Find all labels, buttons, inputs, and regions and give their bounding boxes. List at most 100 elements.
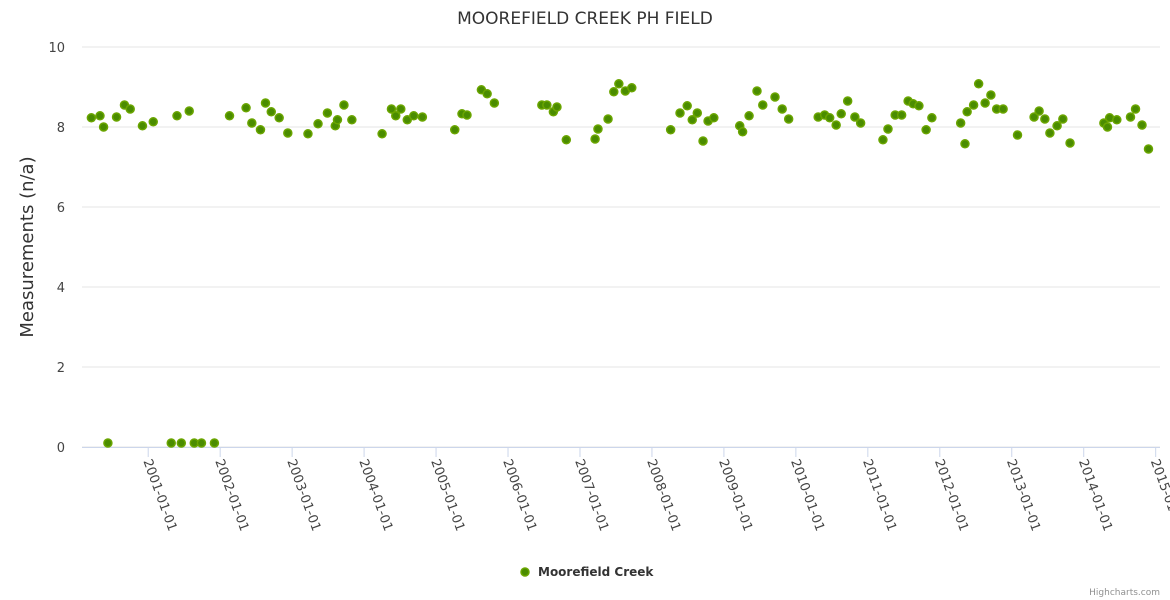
data-point[interactable] [313, 119, 323, 129]
data-point[interactable] [665, 125, 676, 135]
data-point[interactable] [752, 86, 762, 96]
data-point[interactable] [184, 106, 194, 116]
data-point[interactable] [758, 100, 768, 110]
data-point[interactable] [332, 115, 343, 125]
data-point[interactable] [255, 125, 266, 135]
data-point[interactable] [172, 111, 182, 121]
data-point[interactable] [896, 110, 907, 120]
data-point[interactable] [960, 139, 970, 149]
data-point[interactable] [95, 111, 105, 121]
data-point[interactable] [675, 108, 685, 118]
data-point[interactable] [698, 136, 708, 146]
data-point[interactable] [824, 113, 835, 123]
data-point[interactable] [627, 83, 637, 93]
data-point[interactable] [561, 135, 572, 145]
data-point[interactable] [1102, 122, 1113, 132]
data-point[interactable] [396, 104, 406, 114]
data-point[interactable] [224, 111, 235, 121]
data-point[interactable] [687, 115, 697, 125]
data-point[interactable] [968, 100, 979, 110]
data-point[interactable] [322, 108, 333, 118]
credits-link[interactable]: Highcharts.com [1089, 588, 1160, 598]
data-point[interactable] [462, 110, 472, 120]
data-point[interactable] [1137, 120, 1147, 130]
data-point[interactable] [770, 92, 780, 102]
data-point[interactable] [1040, 114, 1050, 124]
data-point[interactable] [998, 104, 1008, 114]
data-point[interactable] [1130, 104, 1141, 114]
legend-item[interactable]: Moorefield Creek [520, 565, 654, 579]
data-point[interactable] [339, 100, 349, 110]
data-point[interactable] [914, 101, 924, 111]
data-point[interactable] [850, 112, 860, 122]
data-point[interactable] [303, 129, 313, 139]
data-point[interactable] [377, 129, 387, 139]
data-point[interactable] [614, 79, 624, 89]
data-point[interactable] [111, 112, 122, 122]
data-point[interactable] [1034, 106, 1044, 116]
data-point[interactable] [1052, 121, 1062, 131]
data-point[interactable] [391, 111, 401, 121]
data-point[interactable] [878, 135, 888, 145]
data-point[interactable] [98, 122, 109, 132]
data-point[interactable] [1125, 112, 1136, 122]
data-point[interactable] [482, 89, 492, 99]
data-point[interactable] [266, 107, 277, 117]
data-point[interactable] [166, 438, 176, 448]
data-point[interactable] [209, 438, 220, 448]
data-point[interactable] [692, 108, 703, 118]
data-point[interactable] [489, 98, 500, 108]
data-point[interactable] [260, 98, 271, 108]
data-point[interactable] [274, 113, 284, 123]
data-point[interactable] [408, 111, 419, 121]
data-point[interactable] [1029, 112, 1039, 122]
data-point[interactable] [417, 112, 428, 122]
data-point[interactable] [590, 134, 600, 144]
data-point[interactable] [86, 113, 97, 123]
data-point[interactable] [247, 118, 257, 128]
data-point[interactable] [921, 125, 931, 135]
data-point[interactable] [973, 79, 984, 89]
data-point[interactable] [283, 128, 293, 138]
data-point[interactable] [1045, 128, 1055, 138]
data-point[interactable] [1065, 138, 1075, 148]
legend-label: Moorefield Creek [538, 565, 654, 579]
data-point[interactable] [552, 102, 562, 112]
data-point[interactable] [682, 101, 692, 111]
data-point[interactable] [783, 114, 794, 124]
data-point[interactable] [980, 98, 990, 108]
data-point[interactable] [1143, 144, 1154, 154]
data-point[interactable] [593, 124, 603, 134]
data-point[interactable] [737, 127, 748, 137]
data-point[interactable] [450, 125, 460, 135]
data-point[interactable] [836, 109, 846, 119]
data-point[interactable] [1012, 130, 1023, 140]
data-point[interactable] [603, 114, 613, 124]
data-point[interactable] [176, 438, 187, 448]
data-point[interactable] [842, 96, 853, 106]
data-point[interactable] [777, 104, 787, 114]
data-point[interactable] [1112, 115, 1122, 125]
data-point[interactable] [241, 103, 251, 113]
data-point[interactable] [386, 104, 397, 114]
data-point[interactable] [883, 124, 893, 134]
data-point[interactable] [831, 120, 841, 130]
data-point[interactable] [196, 438, 207, 448]
data-point[interactable] [986, 90, 996, 100]
x-tick-label: 2011-01-01 [859, 457, 899, 533]
data-point[interactable] [137, 121, 148, 131]
data-point[interactable] [955, 118, 966, 128]
data-point[interactable] [744, 111, 754, 121]
data-point[interactable] [962, 107, 972, 117]
data-point[interactable] [1058, 114, 1068, 124]
x-tick-label: 2014-01-01 [1075, 457, 1115, 533]
data-point[interactable] [927, 113, 937, 123]
data-point[interactable] [542, 100, 552, 110]
data-point[interactable] [609, 87, 619, 97]
data-point[interactable] [347, 115, 357, 125]
data-point[interactable] [709, 113, 719, 123]
data-point[interactable] [855, 118, 866, 128]
data-point[interactable] [148, 117, 158, 127]
data-point[interactable] [125, 104, 135, 114]
data-point[interactable] [103, 438, 113, 448]
